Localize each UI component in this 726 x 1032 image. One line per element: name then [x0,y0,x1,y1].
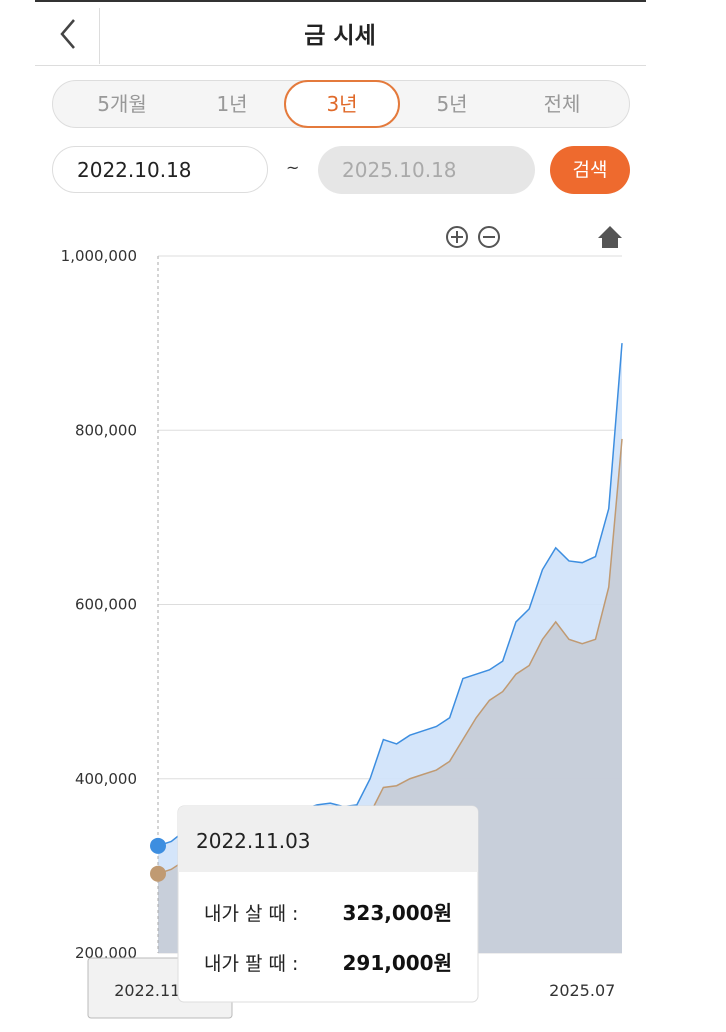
y-tick-label: 600,000 [75,596,137,614]
tab[interactable]: 5년 [436,92,468,116]
y-tick-label: 1,000,000 [61,247,137,265]
tab[interactable]: 전체 [543,92,581,116]
page-title: 금 시세 [304,23,376,49]
tab[interactable]: 1년 [216,92,248,116]
top-bar [35,0,646,2]
start-date[interactable]: 2022.10.18 [52,146,268,193]
hover-dot [150,865,166,882]
x-tick-label: 2025.07 [549,981,615,1000]
chart: 200,000400,000600,000800,0001,000,000202… [61,226,623,1019]
tooltip-header [178,806,478,872]
back-icon [60,19,75,49]
separator: ~ [286,158,300,177]
divider [99,8,100,64]
tooltip-row-label: 내가 살 때 : [204,903,298,925]
search-button[interactable]: 검색 [550,146,630,194]
y-tick-label: 400,000 [75,770,137,788]
tooltip-row-value: 291,000원 [343,951,453,975]
zoom-out[interactable] [478,226,500,248]
back-button[interactable] [50,14,90,54]
y-tick-label: 800,000 [75,421,137,439]
series-area [158,438,622,953]
home-button[interactable] [598,226,622,248]
header-line [35,65,646,66]
tooltip-date: 2022.11.03 [196,829,311,853]
hover-dot [150,837,166,854]
tab[interactable]: 5개월 [97,92,147,116]
zoom-in[interactable] [446,226,468,248]
tooltip-row-value: 323,000원 [343,901,453,925]
end-date: 2025.10.18 [318,146,535,194]
tab[interactable]: 3년 [284,80,400,128]
tooltip-row-label: 내가 팔 때 : [204,953,298,975]
